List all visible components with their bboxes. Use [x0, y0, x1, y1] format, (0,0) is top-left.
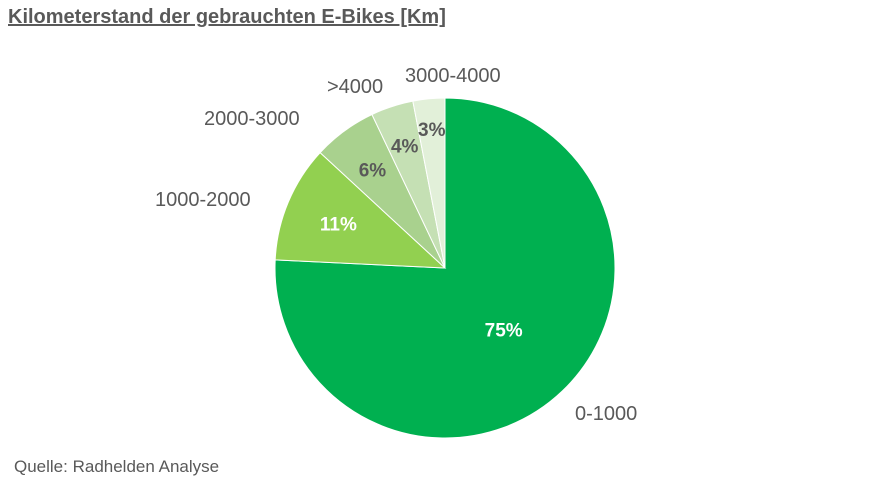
data-label-4: 4%: [391, 136, 419, 157]
category-label-2: 1000-2000: [155, 189, 251, 211]
pie-slice-3000-4000: [412, 97, 446, 269]
category-label-1: 0-1000: [575, 403, 637, 425]
category-label-5: 3000-4000: [405, 65, 501, 87]
category-labels: 0-1000 1000-2000 2000-3000 >4000 3000-4000: [155, 65, 637, 425]
data-label-3: 6%: [359, 160, 387, 181]
category-label-4: >4000: [327, 76, 383, 98]
source-note: Quelle: Radhelden Analyse: [14, 457, 220, 476]
data-label-5: 3%: [418, 120, 446, 141]
chart-title: Kilometerstand der gebrauchten E-Bikes […: [8, 6, 446, 28]
pie-slices: [274, 97, 616, 439]
pie-slice-1000-2000: [274, 151, 447, 269]
category-label-3: 2000-3000: [204, 108, 300, 130]
data-label-1: 75%: [485, 321, 523, 342]
percentage-labels: 75% 11% 6%4%3%: [320, 120, 523, 341]
data-label-2: 11%: [320, 214, 357, 235]
